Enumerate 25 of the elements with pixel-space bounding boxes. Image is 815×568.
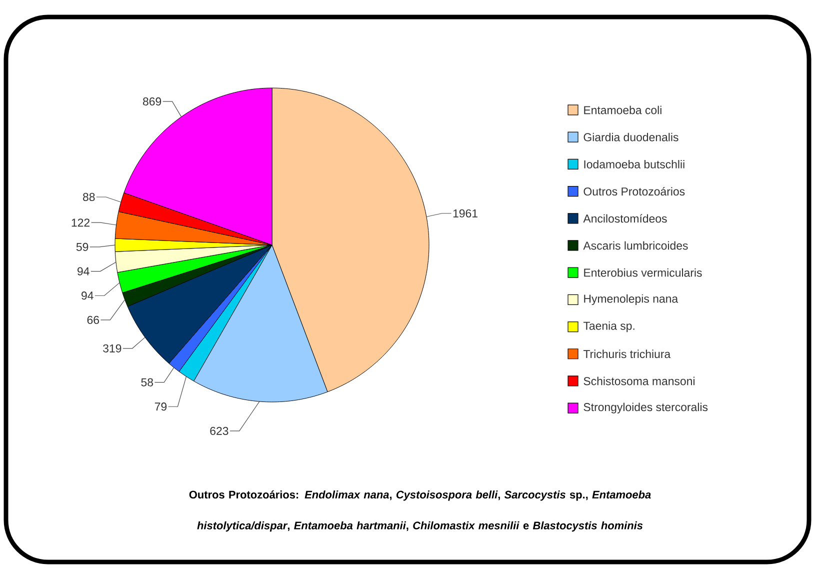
legend-label: Outros Protozoários [584, 187, 685, 196]
text: Outros Protozoários: Endolimax nana, Cystoisospora belli, Sarcocystis sp., Entamoeba histolytica/dispar, Entamoeba hartmanii, Chilomastix mesnilii e Blastocystis hominis [189, 490, 651, 532]
data-label: 59 [76, 242, 88, 251]
data-label: 94 [82, 292, 94, 300]
legend-label: Enterobius vermicularis [584, 268, 702, 277]
legend-label: Schistosoma mansoni [584, 376, 694, 386]
legend-label: Hymenolepis nana [584, 294, 678, 306]
data-label: 1961 [453, 209, 478, 218]
legend-label: Trichuris trichiura [583, 350, 671, 358]
legend-label: Ancilostomídeos [583, 214, 667, 223]
data-label: 79 [154, 402, 167, 411]
legend-label: Strongyloides stercoralis [584, 402, 708, 414]
data-label: 623 [210, 426, 228, 436]
data-label: 66 [87, 316, 99, 324]
legend-label: Taenia sp. [583, 321, 634, 332]
data-label: 58 [141, 378, 154, 386]
data-label: 94 [78, 267, 90, 276]
legend-label: Giardia duodenalis [584, 132, 678, 142]
legend-label: Iodamoeba butschlii [584, 160, 684, 168]
legend-label: Entamoeba coli [584, 106, 662, 114]
legend-label: Ascaris lumbricoides [583, 241, 688, 250]
data-label: 319 [103, 344, 122, 352]
data-label: 869 [143, 97, 162, 106]
data-label: 88 [83, 192, 95, 202]
data-label: 122 [72, 218, 90, 227]
